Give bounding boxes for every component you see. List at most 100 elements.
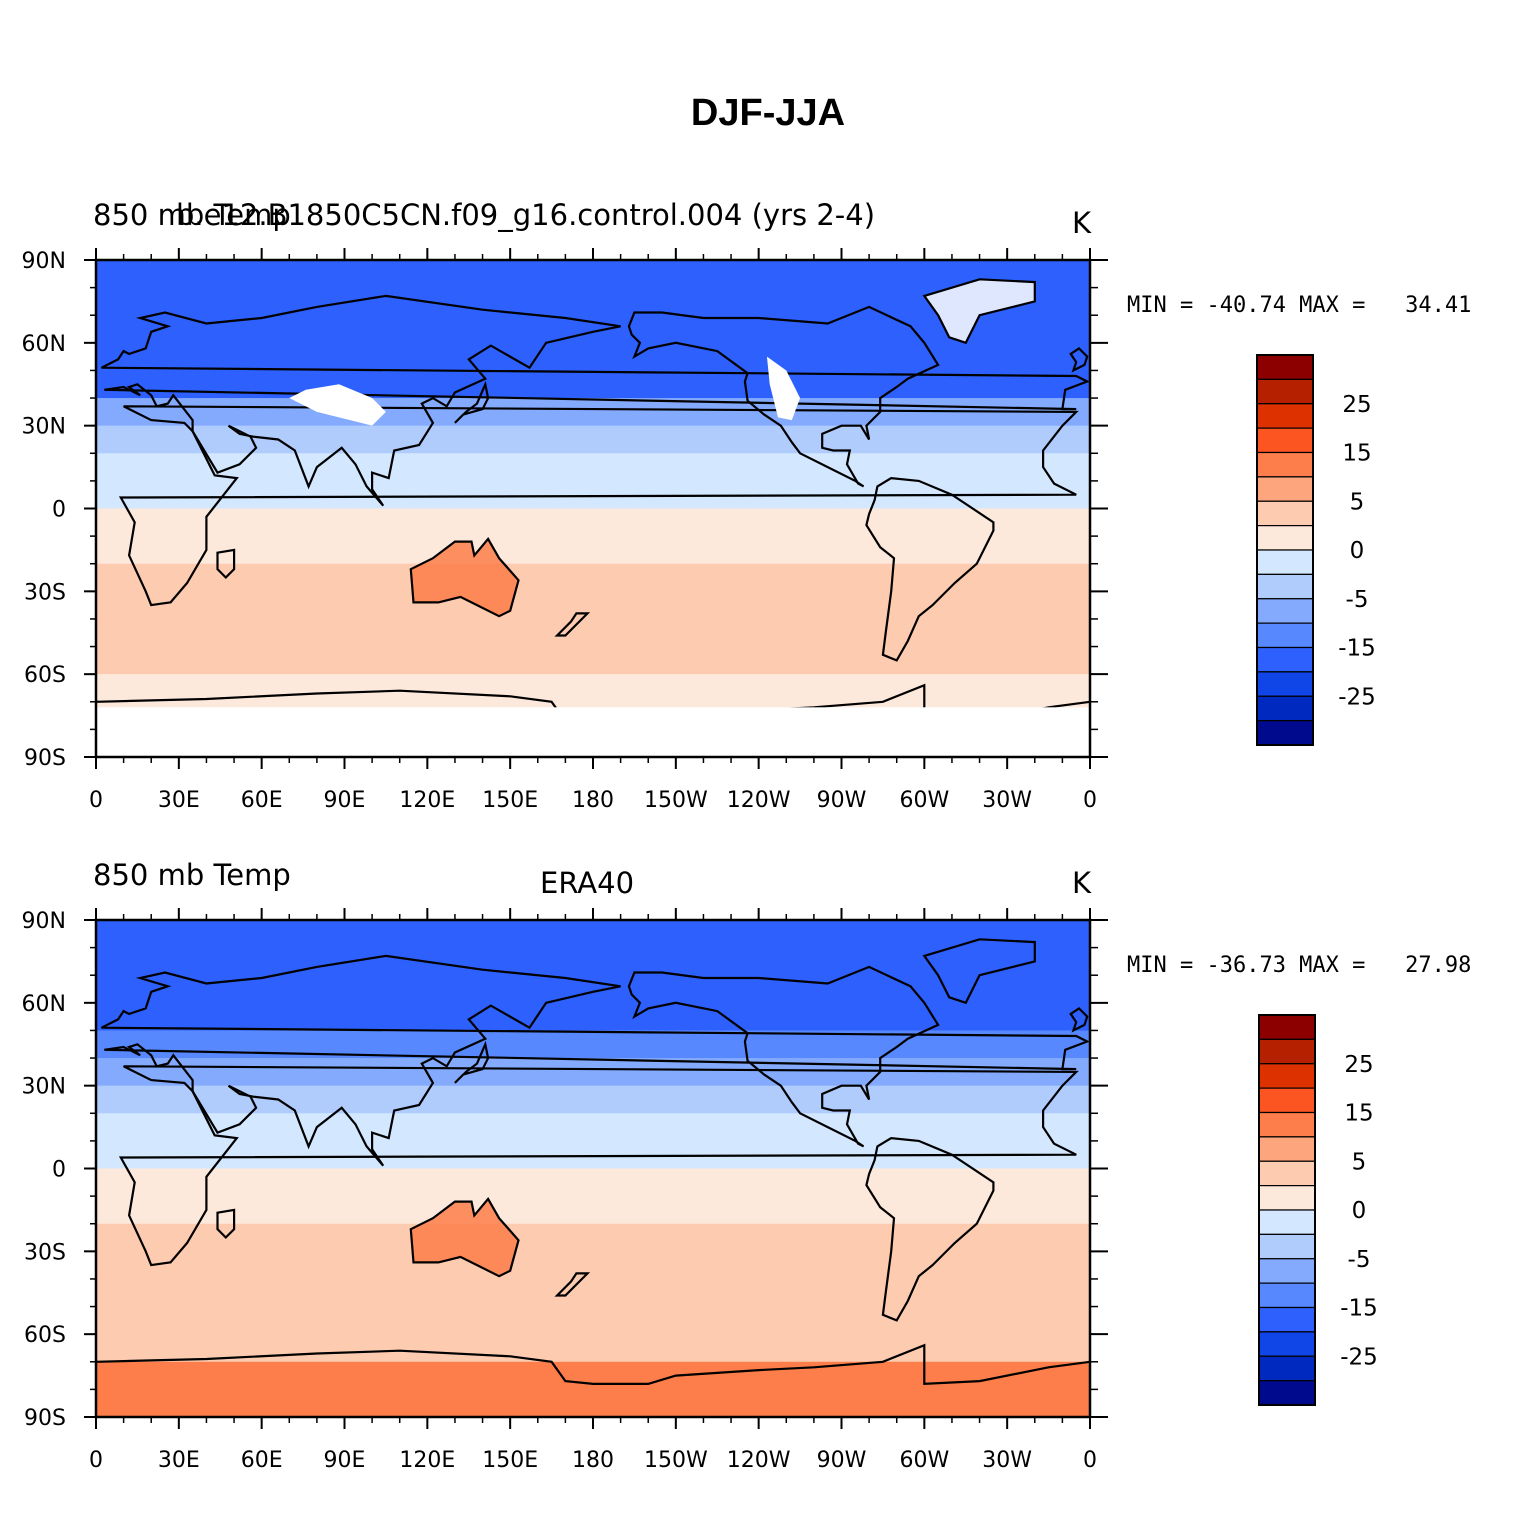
colorbar-label: 5 — [1350, 489, 1365, 515]
temperature-band — [96, 1113, 1090, 1142]
colorbar-bin — [1256, 646, 1314, 673]
colorbar-bin — [1256, 573, 1314, 600]
x-tick-label: 30W — [982, 1448, 1032, 1473]
colorbar-bin — [1256, 671, 1314, 697]
colorbar-bin — [1256, 720, 1314, 746]
coastline-africa — [118, 1065, 1079, 1267]
x-tick-label: 120E — [399, 788, 455, 813]
panel1-variable-label: 850 mb Temp — [93, 198, 291, 232]
colorbar-bin — [1256, 549, 1314, 575]
temperature-band — [96, 1251, 1090, 1280]
colorbar-label: -5 — [1346, 587, 1369, 613]
y-tick-label: 90N — [22, 909, 66, 934]
colorbar-bin — [1258, 1380, 1316, 1406]
colorbar-bin — [1258, 1185, 1316, 1211]
x-tick-label: 30E — [158, 788, 200, 813]
colorbar-label: -5 — [1348, 1247, 1371, 1273]
colorbar-label: 5 — [1352, 1149, 1367, 1175]
colorbar-bin — [1256, 354, 1314, 380]
x-tick-label: 120W — [727, 1448, 791, 1473]
x-tick-label: 0 — [89, 1448, 103, 1473]
panel2-variable-label: 850 mb Temp — [93, 858, 291, 892]
colorbar-bin — [1258, 1282, 1316, 1309]
temperature-band — [96, 425, 1090, 454]
coastline-uk — [1069, 346, 1089, 373]
panel1-plot: 0 30E 60E 90E 120E 150E 180 150W 120W 90W 60W 30W 09… — [22, 248, 1108, 813]
coastline-samerica — [865, 476, 995, 662]
x-tick-label: 150E — [482, 788, 538, 813]
x-tick-label: 0 — [1083, 1448, 1097, 1473]
x-tick-label: 90E — [324, 1448, 366, 1473]
y-tick-label: 30S — [24, 580, 66, 605]
temperature-band — [96, 1306, 1090, 1335]
temperature-band — [96, 342, 1090, 371]
coastline-eurasia — [101, 294, 1090, 507]
colorbar-bin — [1258, 1233, 1316, 1260]
temperature-band — [96, 1389, 1090, 1418]
temperature-band — [96, 1002, 1090, 1031]
colorbar-label: -25 — [1338, 684, 1376, 710]
colorbar-bin — [1258, 1063, 1316, 1089]
colorbar-bin — [1256, 598, 1314, 624]
y-tick-label: 30N — [22, 415, 66, 440]
coastline-namerica — [627, 305, 940, 488]
colorbar-bin — [1258, 1306, 1316, 1333]
coastline-newzealand — [554, 612, 591, 637]
coastline-australia — [409, 1196, 520, 1278]
colorbar-bin — [1256, 695, 1314, 722]
temperature-band — [96, 536, 1090, 565]
coastline-uk — [1069, 1006, 1089, 1033]
temperature-band — [96, 453, 1090, 482]
panel1-units-label: K — [1072, 206, 1092, 240]
colorbar-label: -15 — [1340, 1296, 1378, 1322]
colorbar-label: 15 — [1342, 441, 1371, 467]
x-tick-label: 60W — [899, 1448, 949, 1473]
x-tick-label: 150W — [644, 1448, 708, 1473]
coastline-madagascar — [216, 1208, 236, 1240]
coastline-antarctica — [95, 1343, 1091, 1386]
colorbar-bin — [1258, 1087, 1316, 1114]
colorbar-label: -25 — [1340, 1344, 1378, 1370]
colorbar-bin — [1256, 378, 1314, 405]
colorbar-label: -15 — [1338, 636, 1376, 662]
coastline-australia — [409, 536, 520, 618]
colorbar-frame — [1258, 1014, 1316, 1406]
colorbar-label: 15 — [1344, 1101, 1373, 1127]
temperature-band — [96, 618, 1090, 648]
x-tick-label: 0 — [1083, 788, 1097, 813]
missing-data-rockies — [766, 356, 801, 421]
temperature-band — [96, 508, 1090, 537]
x-tick-label: 60W — [899, 788, 949, 813]
coastline-japan — [454, 380, 490, 424]
y-tick-label: 60N — [22, 332, 66, 357]
x-tick-label: 180 — [572, 1448, 614, 1473]
temperature-band — [96, 591, 1090, 620]
x-tick-label: 90W — [817, 788, 867, 813]
temperature-band — [96, 1223, 1090, 1252]
x-tick-label: 60E — [241, 1448, 283, 1473]
coastline-africa — [118, 405, 1079, 607]
colorbar-label: 0 — [1352, 1198, 1367, 1224]
y-tick-label: 60S — [24, 1323, 66, 1348]
colorbar-bin — [1258, 1355, 1316, 1382]
colorbar-bin — [1258, 1331, 1316, 1357]
x-tick-label: 60E — [241, 788, 283, 813]
x-tick-label: 150W — [644, 788, 708, 813]
colorbar-bin — [1258, 1111, 1316, 1138]
x-tick-label: 180 — [572, 788, 614, 813]
colorbar-label: 25 — [1342, 392, 1371, 418]
y-tick-label: 90S — [24, 746, 66, 771]
coastline-madagascar — [216, 548, 236, 580]
colorbar-bin — [1256, 427, 1314, 454]
coastline-japan — [454, 1040, 490, 1084]
colorbar-bin — [1256, 476, 1314, 502]
coastline-samerica — [865, 1136, 995, 1322]
x-tick-label: 120E — [399, 1448, 455, 1473]
colorbar-label: 25 — [1344, 1052, 1373, 1078]
x-tick-label: 90W — [817, 1448, 867, 1473]
x-tick-label: 30W — [982, 788, 1032, 813]
colorbar-bin — [1256, 525, 1314, 551]
panel2-minmax: MIN = -36.73 MAX = 27.98 — [1127, 953, 1472, 978]
colorbar-bin — [1258, 1014, 1316, 1040]
colorbar1: 25 15 5 0 -5 -15 -25 — [1256, 354, 1376, 746]
